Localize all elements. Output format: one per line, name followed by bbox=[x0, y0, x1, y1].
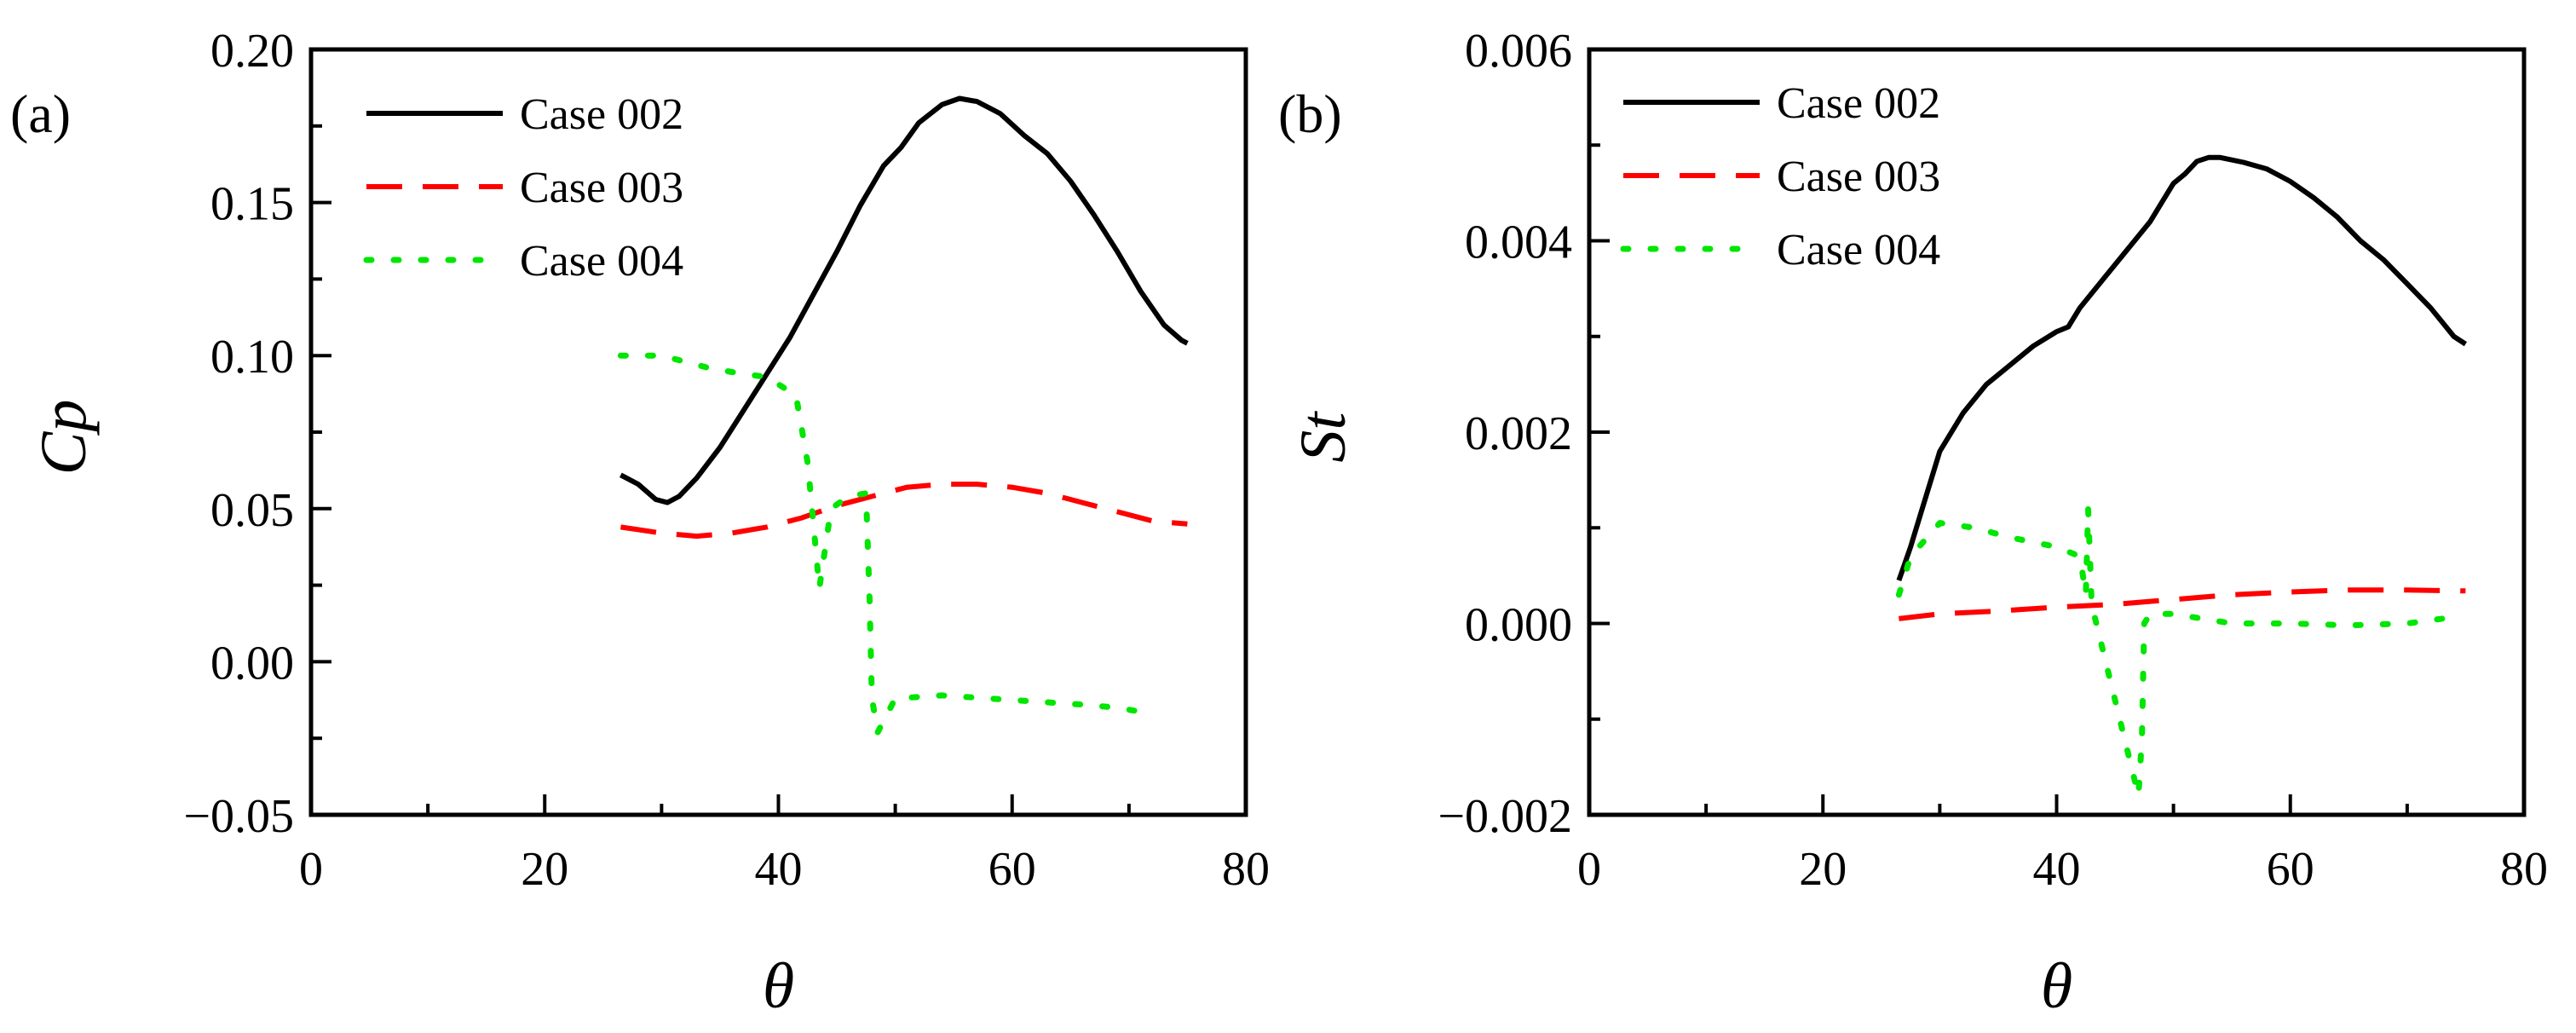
a-y-tick-label: 0.15 bbox=[210, 178, 294, 231]
a-legend-label: Case 002 bbox=[520, 90, 683, 139]
b-y-tick-label: 0.006 bbox=[1465, 25, 1572, 78]
a-panel-label: (a) bbox=[10, 84, 71, 144]
a-plot-frame bbox=[308, 47, 1248, 817]
b-y-tick-label: 0.004 bbox=[1465, 216, 1572, 269]
a-x-tick-label: 0 bbox=[299, 843, 323, 896]
b-legend-label: Case 002 bbox=[1777, 79, 1940, 128]
b-x-tick-label: 0 bbox=[1577, 843, 1601, 896]
b-legend-label: Case 004 bbox=[1777, 226, 1940, 274]
b-panel-label: (b) bbox=[1278, 84, 1342, 144]
b-series-line-case-004 bbox=[1895, 505, 2446, 799]
a-series-line-case-004 bbox=[617, 352, 1155, 736]
a-y-tick-label: 0.00 bbox=[210, 637, 294, 690]
b-x-tick-label: 20 bbox=[1799, 843, 1847, 896]
b-legend-label: Case 003 bbox=[1777, 153, 1940, 201]
b-x-axis-title: θ bbox=[2041, 950, 2072, 1022]
a-legend-label: Case 003 bbox=[520, 164, 683, 212]
b-y-tick-label: −0.002 bbox=[1438, 790, 1572, 843]
a-y-tick-label: −0.05 bbox=[183, 790, 294, 843]
a-series-line-case-002 bbox=[620, 95, 1189, 505]
b-x-tick-label: 80 bbox=[2500, 843, 2548, 896]
b-x-tick-label: 40 bbox=[2033, 843, 2081, 896]
b-y-axis-title: St bbox=[1288, 411, 1359, 463]
a-x-tick-label: 20 bbox=[521, 843, 568, 896]
a-y-axis-title: Cp bbox=[28, 400, 100, 476]
a-x-tick-label: 60 bbox=[988, 843, 1036, 896]
a-y-tick-label: 0.20 bbox=[210, 25, 294, 78]
a-x-axis-title: θ bbox=[763, 950, 794, 1022]
panel-b: 0 20 40 60 80 −0.002 0.000 0.002 0.004 0.006 θ St (b… bbox=[1278, 25, 2548, 1022]
a-x-tick-label: 40 bbox=[755, 843, 803, 896]
b-series-line-case-002 bbox=[1896, 154, 2468, 581]
b-plot-frame bbox=[1587, 47, 2527, 817]
panel-a: 0 20 40 60 80 −0.05 0.00 0.05 0.10 0.15 0.20 θ Cp (a)… bbox=[10, 25, 1270, 1022]
b-x-tick-label: 60 bbox=[2267, 843, 2314, 896]
b-series-line-case-003 bbox=[1899, 587, 2466, 621]
a-y-tick-label: 0.05 bbox=[210, 484, 294, 537]
a-y-tick-label: 0.10 bbox=[210, 331, 294, 384]
a-x-tick-label: 80 bbox=[1222, 843, 1270, 896]
a-legend-label: Case 004 bbox=[520, 237, 683, 286]
a-series-line-case-003 bbox=[620, 482, 1188, 540]
b-y-tick-label: 0.000 bbox=[1465, 599, 1572, 652]
b-y-tick-label: 0.002 bbox=[1465, 407, 1572, 460]
